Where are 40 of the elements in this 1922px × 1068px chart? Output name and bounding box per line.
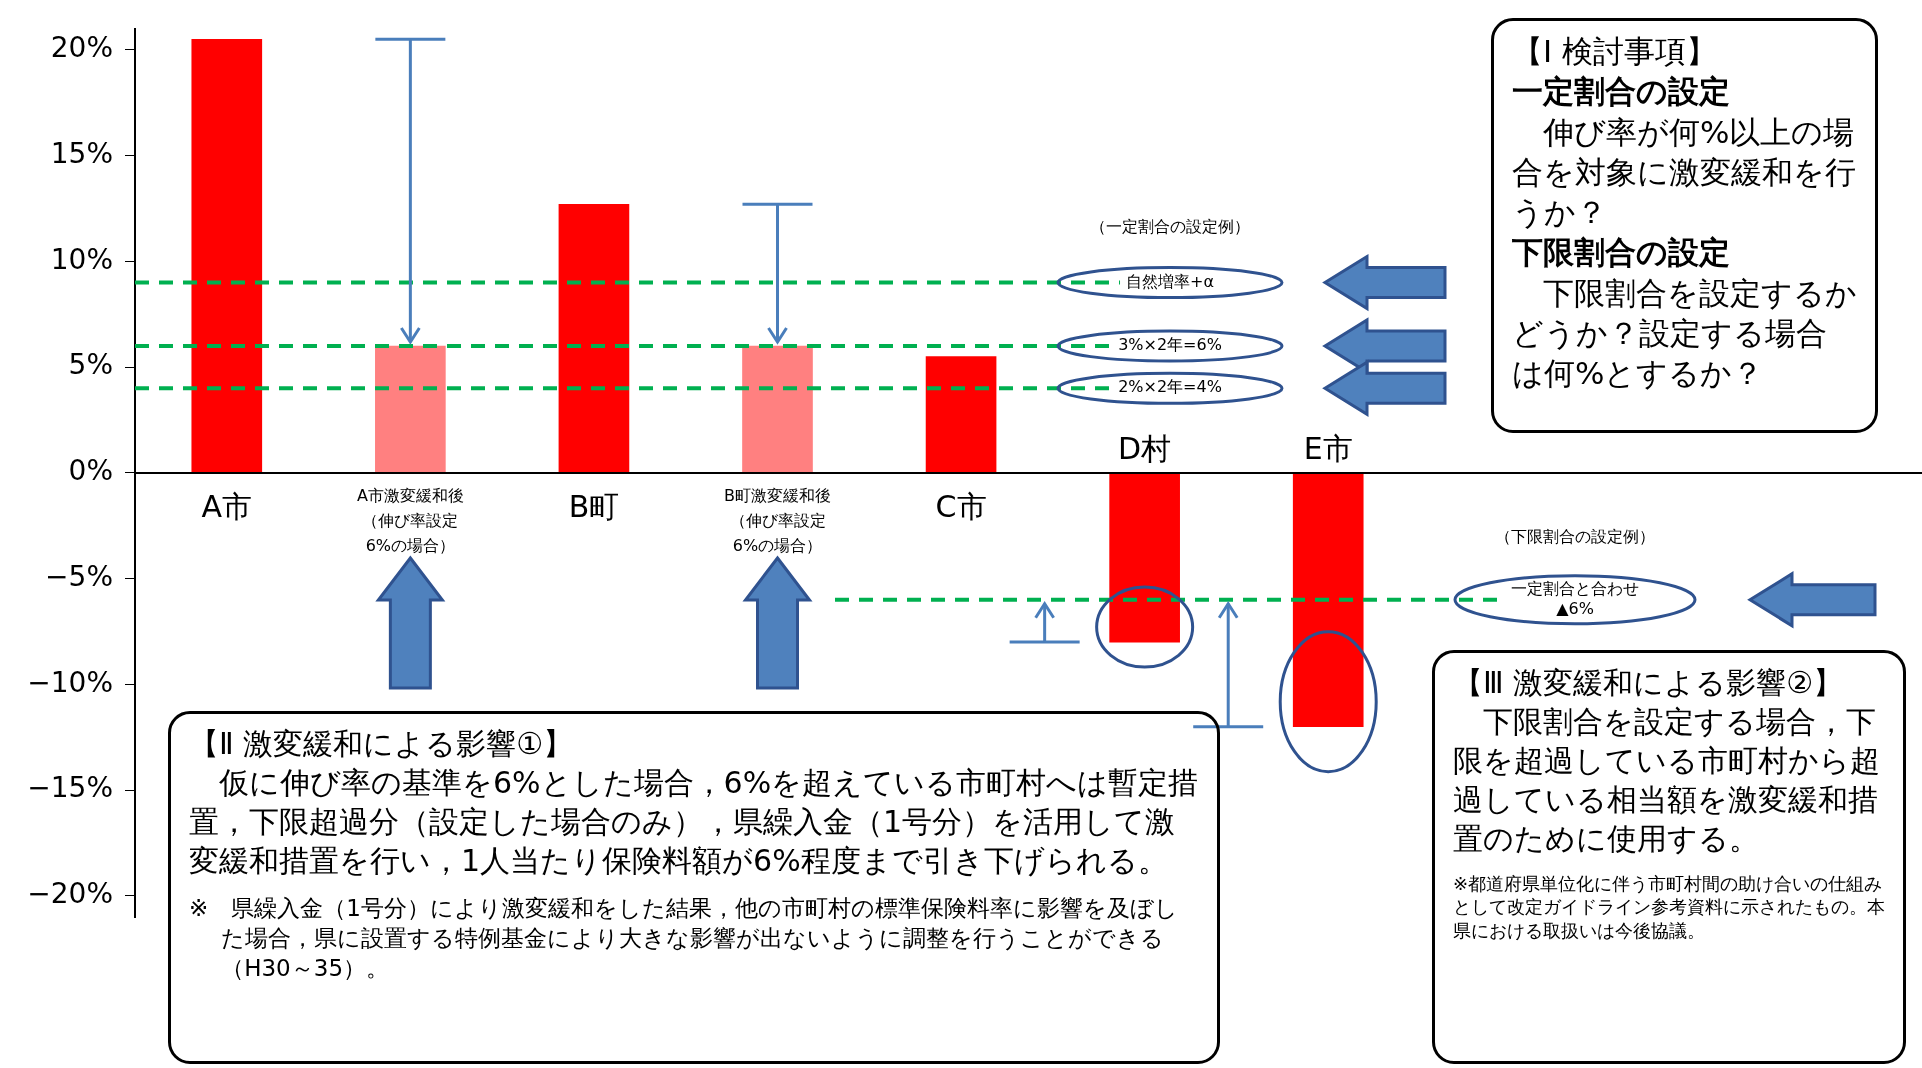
ref-line-label: 2%×2年=4% xyxy=(1118,377,1222,397)
text: 伸び率が何%以上の場合を対象に激変緩和を行うか？ xyxy=(1512,112,1857,233)
text: 下限割合を設定するかどうか？設定する場合は何%とするか？ xyxy=(1512,273,1857,394)
ref-line-label: 自然増率+α xyxy=(1126,271,1214,291)
bar xyxy=(742,345,813,473)
y-tick-label: 20% xyxy=(50,31,113,65)
bar xyxy=(191,39,263,473)
annotation: （一定割合の設定例） xyxy=(1090,216,1250,236)
y-tick-label: −20% xyxy=(27,877,113,911)
y-tick-label: −15% xyxy=(27,771,113,805)
bar xyxy=(375,345,446,473)
text: （下限割合の設定例） xyxy=(1495,526,1655,546)
ref-line-label: 一定割合と合わせ ▲6% xyxy=(1511,578,1639,618)
annotation: 【Ⅱ 激変緩和による影響①】 xyxy=(189,725,575,763)
x-tick-label: C市 xyxy=(935,488,987,524)
bar xyxy=(925,356,997,473)
text: 【Ⅲ 激変緩和による影響②】 xyxy=(1453,664,1845,702)
x-tick-label: B町激変緩和後（伸び率設定6%の場合） xyxy=(724,486,831,556)
annotation: 仮に伸び率の基準を6%とした場合，6%を超えている市町村へは暫定措置，下限超過分（設定した場合のみ），県繰入金（1号分）を活用して激変緩和措置を行い，1人当たり保険料額が6%程度まで引き下げられる。 xyxy=(189,764,1199,880)
annotation: ※ 県繰入金（1号分）により激変緩和をした結果，他の市町村の標準保険料率に影響を及ぼした場合，県に設置する特例基金により大きな影響が出ないように調整を行うことができる（H30～35）。 xyxy=(189,894,1179,983)
ref-line-label: 3%×2年=6% xyxy=(1118,335,1222,355)
text: 一定割合の設定 xyxy=(1512,72,1731,112)
y-tick-label: −5% xyxy=(45,559,113,593)
y-tick-label: −10% xyxy=(27,665,113,699)
y-tick-label: 5% xyxy=(68,348,113,382)
y-tick-label: 15% xyxy=(50,136,113,170)
x-tick-label: D村 xyxy=(1118,430,1172,466)
x-tick-label: B町 xyxy=(568,488,620,524)
text: 下限割合を設定する場合，下限を超過している市町村から超過している相当額を激変緩和措置のために使用する。 xyxy=(1453,703,1881,858)
y-tick-label: 10% xyxy=(50,242,113,276)
x-tick-label: E市 xyxy=(1303,430,1353,466)
y-tick-label: 0% xyxy=(68,454,113,488)
text: 下限割合の設定 xyxy=(1512,233,1731,273)
bar xyxy=(1292,473,1364,727)
x-tick-label: A市 xyxy=(201,488,253,524)
bar xyxy=(558,204,630,473)
text: ※都道府県単位化に伴う市町村間の助け合いの仕組みとして改定ガイドライン参考資料に示されたもの。本県における取扱いは今後協議。 xyxy=(1453,872,1885,943)
x-tick-label: A市激変緩和後（伸び率設定6%の場合） xyxy=(356,486,464,556)
bar xyxy=(1109,473,1180,643)
text: 【Ⅰ 検討事項】 xyxy=(1512,32,1718,71)
